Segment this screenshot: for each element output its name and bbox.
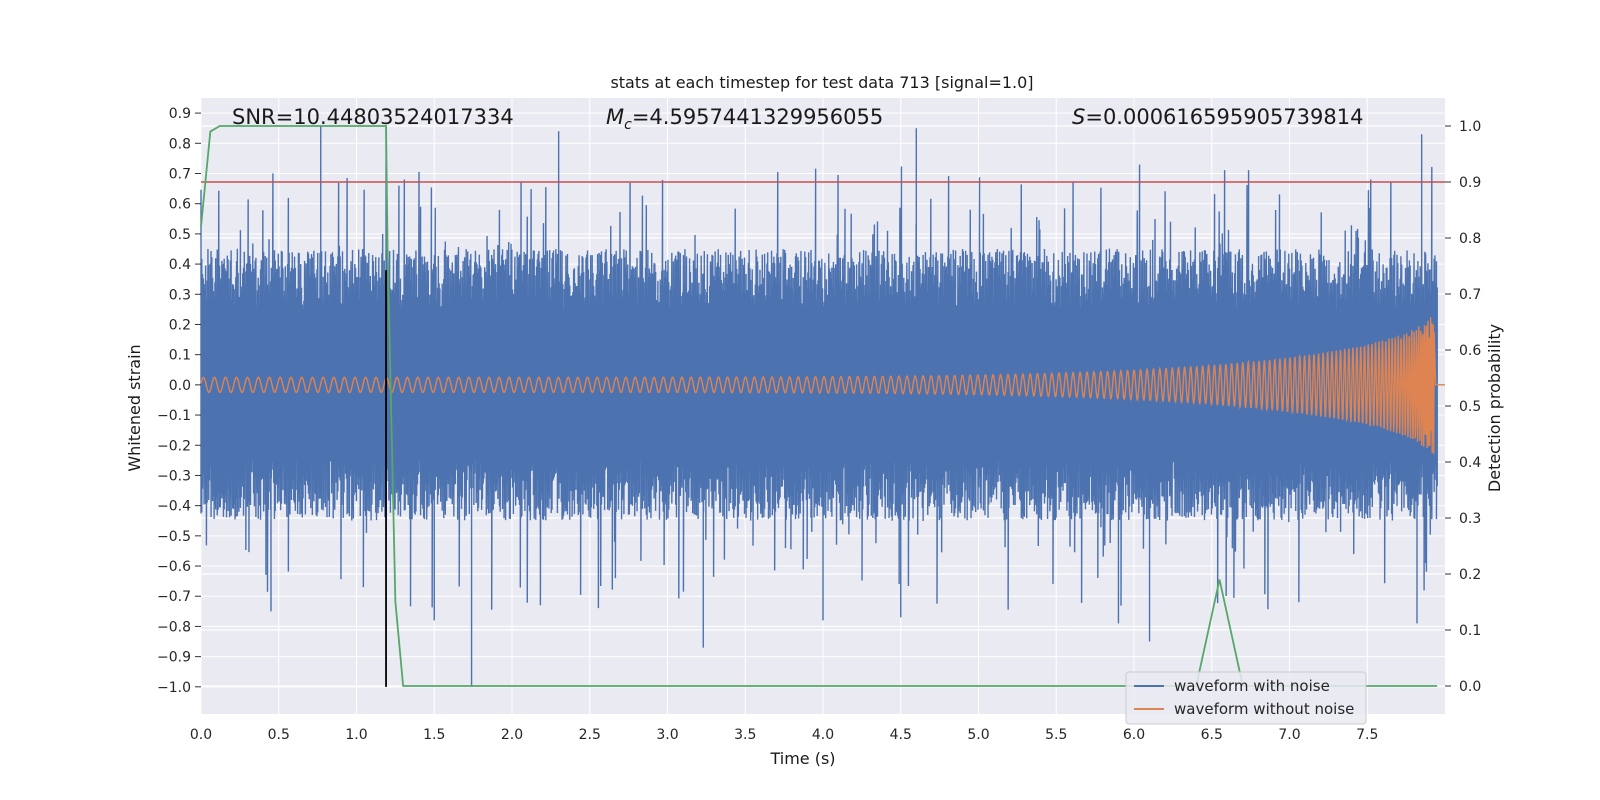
y2-tick-label: 0.7 [1459,287,1481,303]
series-noisy-waveform [200,125,1438,687]
y2-tick-label: 0.9 [1459,175,1481,191]
x-tick-label: 2.0 [501,727,523,743]
y-tick-label: −0.5 [157,529,191,545]
y2-tick-label: 0.3 [1459,511,1481,527]
y-tick-label: 0.4 [169,257,191,273]
x-tick-label: 6.0 [1123,727,1145,743]
x-tick-label: 2.5 [579,727,601,743]
s-value: =0.000616595905739814 [1085,105,1363,129]
y-tick-label: −0.6 [157,559,191,575]
axis-layer: 0.0 0.5 1.0 1.5 2.0 2.5 3.0 3.5 4.0 4.5 5.0 5.5 6.0 6… [157,106,1481,743]
y-tick-label: 0.6 [169,197,191,213]
y2-axis-label: Detection probability [1485,324,1504,492]
legend-label-clean: waveform without noise [1174,700,1354,718]
chirp-mass-symbol: M [606,105,624,129]
x-axis-label: Time (s) [769,749,835,768]
y2-tick-label: 0.1 [1459,623,1481,639]
snr-value: 10.44803524017334 [293,105,513,129]
x-tick-label: 6.5 [1201,727,1223,743]
y2-tick-label: 0.5 [1459,399,1481,415]
y-tick-label: −0.4 [157,499,191,515]
x-tick-label: 1.0 [345,727,367,743]
chirp-mass-annotation: Mc=4.5957441329956055 [606,105,883,133]
y2-tick-label: 0.0 [1459,679,1481,695]
x-tick-label: 3.0 [656,727,678,743]
y-tick-label: 0.9 [169,106,191,122]
y-tick-label: −0.1 [157,408,191,424]
x-tick-label: 4.0 [812,727,834,743]
y-tick-label: −0.7 [157,589,191,605]
snr-prefix: SNR= [232,105,293,129]
s-annotation: S=0.000616595905739814 [1072,105,1363,129]
x-tick-label: 4.5 [890,727,912,743]
y-tick-label: 0.8 [169,136,191,152]
x-tick-label: 0.0 [190,727,212,743]
y-axis-label: Whitened strain [125,344,144,471]
x-tick-label: 5.5 [1045,727,1067,743]
x-tick-label: 1.5 [423,727,445,743]
x-tick-label: 0.5 [268,727,290,743]
y-tick-label: −0.3 [157,468,191,484]
snr-annotation: SNR=10.44803524017334 [232,105,514,129]
y-tick-label: 0.5 [169,227,191,243]
y2-tick-label: 1.0 [1459,119,1481,135]
series-detection-probability [200,125,1438,687]
y-tick-label: 0.2 [169,317,191,333]
y-tick-label: −0.8 [157,619,191,635]
y-tick-label: 0.7 [169,166,191,182]
y2-tick-label: 0.4 [1459,455,1481,471]
s-symbol: S [1072,105,1085,129]
legend-label-noisy: waveform with noise [1174,677,1330,695]
x-tick-label: 5.0 [967,727,989,743]
y2-tick-label: 0.6 [1459,343,1481,359]
y-tick-label: 0.0 [169,378,191,394]
y-tick-label: −1.0 [157,680,191,696]
y-tick-label: 0.1 [169,348,191,364]
chirp-mass-value: =4.5957441329956055 [632,105,883,129]
y-tick-label: −0.2 [157,438,191,454]
x-tick-label: 7.0 [1278,727,1300,743]
series-clean-waveform [200,317,1445,454]
legend: waveform with noise waveform without noi… [1125,671,1367,725]
data-layer [200,125,1445,687]
legend-box [1125,671,1367,725]
chart-title: stats at each timestep for test data 713… [610,73,1033,92]
x-tick-label: 7.5 [1356,727,1378,743]
y-tick-label: 0.3 [169,287,191,303]
x-tick-label: 3.5 [734,727,756,743]
chirp-mass-subscript: c [624,117,632,133]
y2-tick-label: 0.2 [1459,567,1481,583]
y2-tick-label: 0.8 [1459,231,1481,247]
y-tick-label: −0.9 [157,650,191,666]
